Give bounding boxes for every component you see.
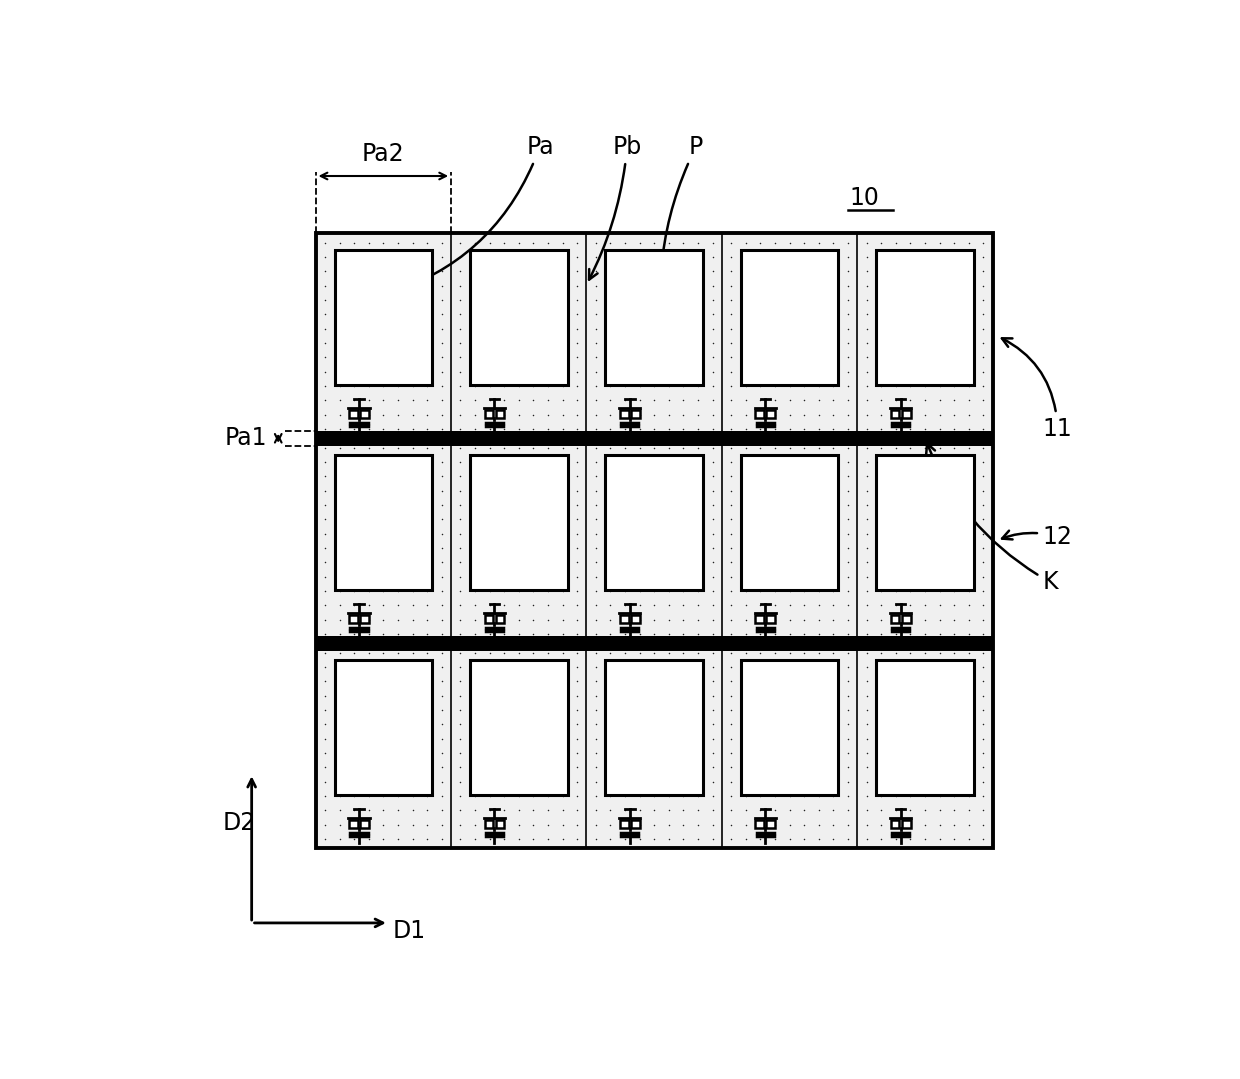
Bar <box>890 615 899 623</box>
Bar <box>316 636 993 651</box>
Bar <box>877 454 973 590</box>
Bar <box>316 431 993 446</box>
Bar <box>877 659 973 795</box>
Text: Pb: Pb <box>589 135 642 279</box>
Text: 10: 10 <box>849 186 879 210</box>
Bar <box>485 820 494 828</box>
Bar <box>722 643 857 848</box>
Text: D1: D1 <box>393 919 427 943</box>
Bar <box>620 615 629 623</box>
Bar <box>605 659 703 795</box>
Bar <box>470 659 568 795</box>
Bar <box>360 820 368 828</box>
Bar <box>857 643 993 848</box>
Bar <box>587 233 722 438</box>
Bar <box>740 659 838 795</box>
Bar <box>620 410 629 418</box>
Bar <box>451 233 587 438</box>
Bar <box>335 249 432 385</box>
Bar <box>316 643 451 848</box>
Bar <box>470 249 568 385</box>
Bar <box>316 438 451 643</box>
Bar <box>901 820 910 828</box>
Bar <box>605 249 703 385</box>
Bar <box>587 643 722 848</box>
Bar <box>451 643 587 848</box>
Bar <box>766 615 775 623</box>
Bar <box>485 410 494 418</box>
Bar <box>360 615 368 623</box>
Bar <box>631 615 640 623</box>
Bar <box>360 410 368 418</box>
Bar <box>620 820 629 828</box>
Bar <box>316 233 451 438</box>
Text: P: P <box>657 135 703 269</box>
Bar <box>485 615 494 623</box>
Text: D2: D2 <box>222 811 255 835</box>
Text: 12: 12 <box>1002 524 1073 548</box>
Bar <box>350 615 358 623</box>
Bar <box>890 820 899 828</box>
Text: K: K <box>926 443 1058 595</box>
Bar <box>496 820 505 828</box>
Bar <box>766 820 775 828</box>
Bar <box>316 233 993 848</box>
Bar <box>605 454 703 590</box>
Bar <box>740 249 838 385</box>
Text: 11: 11 <box>1002 339 1073 440</box>
Bar <box>857 438 993 643</box>
Bar <box>740 454 838 590</box>
Bar <box>335 454 432 590</box>
Bar <box>901 410 910 418</box>
Bar <box>755 615 764 623</box>
Bar <box>755 820 764 828</box>
Bar <box>722 438 857 643</box>
Bar <box>470 454 568 590</box>
Bar <box>631 820 640 828</box>
Bar <box>350 820 358 828</box>
Bar <box>587 438 722 643</box>
Bar <box>316 233 993 848</box>
Bar <box>890 410 899 418</box>
Bar <box>350 410 358 418</box>
Bar <box>857 233 993 438</box>
Text: Pa: Pa <box>388 135 554 295</box>
Bar <box>755 410 764 418</box>
Bar <box>722 233 857 438</box>
Bar <box>451 438 587 643</box>
Bar <box>335 659 432 795</box>
Bar <box>901 615 910 623</box>
Bar <box>496 410 505 418</box>
Bar <box>766 410 775 418</box>
Bar <box>496 615 505 623</box>
Text: Pa2: Pa2 <box>362 142 404 166</box>
Text: Pa1: Pa1 <box>226 426 268 450</box>
Bar <box>631 410 640 418</box>
Bar <box>877 249 973 385</box>
